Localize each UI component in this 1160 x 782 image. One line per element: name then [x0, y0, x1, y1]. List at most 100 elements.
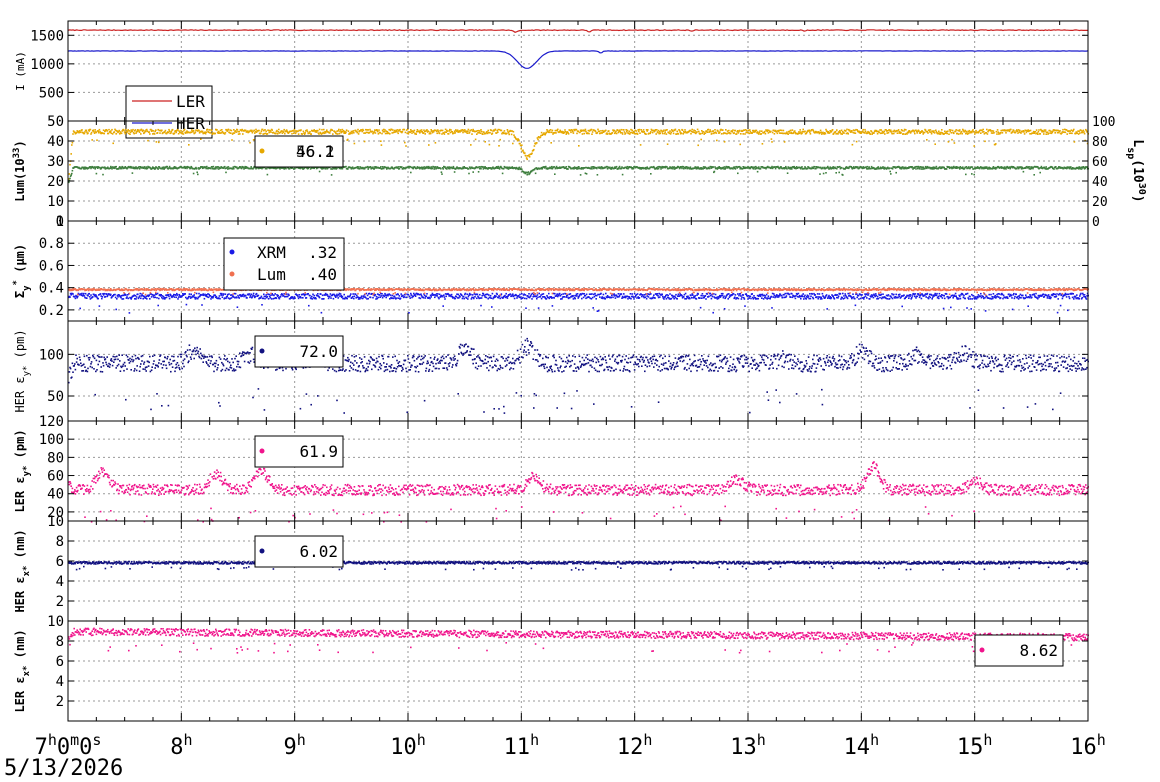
data-point — [863, 296, 866, 298]
data-point — [525, 307, 527, 309]
data-point — [455, 167, 458, 169]
data-point — [335, 296, 337, 298]
data-point — [850, 166, 852, 168]
data-point — [321, 128, 323, 131]
data-point — [693, 129, 695, 131]
data-point — [464, 129, 466, 131]
data-point — [746, 295, 749, 298]
data-point — [519, 144, 522, 147]
data-point — [594, 294, 597, 297]
data-point — [97, 297, 99, 300]
data-point — [392, 129, 394, 131]
data-point — [662, 297, 665, 299]
data-point — [780, 294, 783, 297]
data-point — [718, 295, 720, 298]
y2-tick-label: 0 — [1092, 215, 1100, 230]
data-point — [701, 293, 704, 295]
data-point — [90, 297, 93, 299]
data-point — [663, 129, 665, 131]
data-point — [279, 131, 282, 133]
data-point — [446, 168, 448, 170]
data-point — [104, 295, 107, 298]
data-point — [680, 166, 683, 168]
data-point — [676, 298, 678, 300]
data-point — [474, 167, 477, 169]
data-point — [883, 130, 885, 133]
data-point — [168, 167, 170, 169]
data-point — [464, 293, 466, 296]
data-point — [563, 166, 565, 168]
data-point — [629, 293, 632, 295]
data-point — [507, 130, 509, 133]
data-point — [126, 130, 129, 132]
data-point — [890, 131, 893, 133]
data-point — [771, 307, 773, 309]
data-point — [770, 130, 772, 133]
data-point — [645, 297, 648, 300]
data-point — [424, 133, 426, 135]
data-point — [795, 166, 798, 168]
data-point — [72, 133, 74, 135]
data-point — [479, 167, 481, 170]
data-point — [843, 132, 845, 134]
data-point — [921, 130, 923, 132]
data-point — [1049, 129, 1051, 132]
data-point — [977, 166, 979, 168]
data-point — [126, 131, 128, 134]
data-point — [345, 131, 347, 133]
data-point — [138, 168, 141, 170]
data-point — [1025, 129, 1027, 132]
data-point — [845, 166, 848, 168]
data-point — [186, 130, 188, 132]
data-point — [847, 133, 849, 135]
data-point — [453, 130, 456, 132]
data-point — [821, 298, 823, 300]
data-point — [356, 294, 358, 297]
data-point — [288, 167, 291, 170]
data-point — [625, 166, 627, 169]
data-point — [399, 297, 402, 300]
data-point — [545, 165, 547, 168]
data-point — [739, 143, 741, 146]
data-point — [636, 133, 639, 135]
data-point — [450, 166, 453, 169]
data-point — [157, 168, 159, 170]
data-point — [691, 293, 693, 295]
data-point — [926, 167, 928, 170]
data-point — [182, 293, 184, 295]
data-point — [1044, 129, 1047, 131]
data-point — [830, 130, 833, 133]
data-point — [188, 295, 190, 298]
data-point — [243, 295, 245, 298]
data-point — [233, 292, 236, 295]
data-point — [903, 166, 906, 169]
data-point — [900, 166, 902, 169]
data-point — [534, 167, 536, 170]
data-point — [827, 131, 830, 133]
data-point — [968, 166, 970, 168]
data-point — [270, 298, 273, 300]
data-point — [189, 167, 192, 169]
data-point — [707, 167, 709, 170]
data-point — [897, 130, 899, 132]
data-point — [677, 295, 679, 297]
data-point — [585, 297, 587, 300]
data-point — [880, 293, 882, 296]
data-point — [351, 297, 353, 299]
data-point — [836, 167, 838, 170]
data-point — [676, 130, 678, 133]
data-point — [948, 166, 950, 168]
data-point — [123, 167, 126, 169]
y-axis-label: Lum(1033) — [12, 140, 27, 201]
data-point — [267, 293, 269, 295]
data-point — [276, 133, 279, 135]
data-point — [787, 133, 789, 135]
data-point — [454, 297, 456, 300]
data-point — [978, 167, 981, 170]
data-point — [173, 166, 176, 168]
data-point — [471, 296, 473, 299]
data-point — [945, 168, 948, 170]
data-point — [756, 298, 758, 300]
data-point — [405, 129, 408, 131]
data-point — [633, 131, 635, 134]
